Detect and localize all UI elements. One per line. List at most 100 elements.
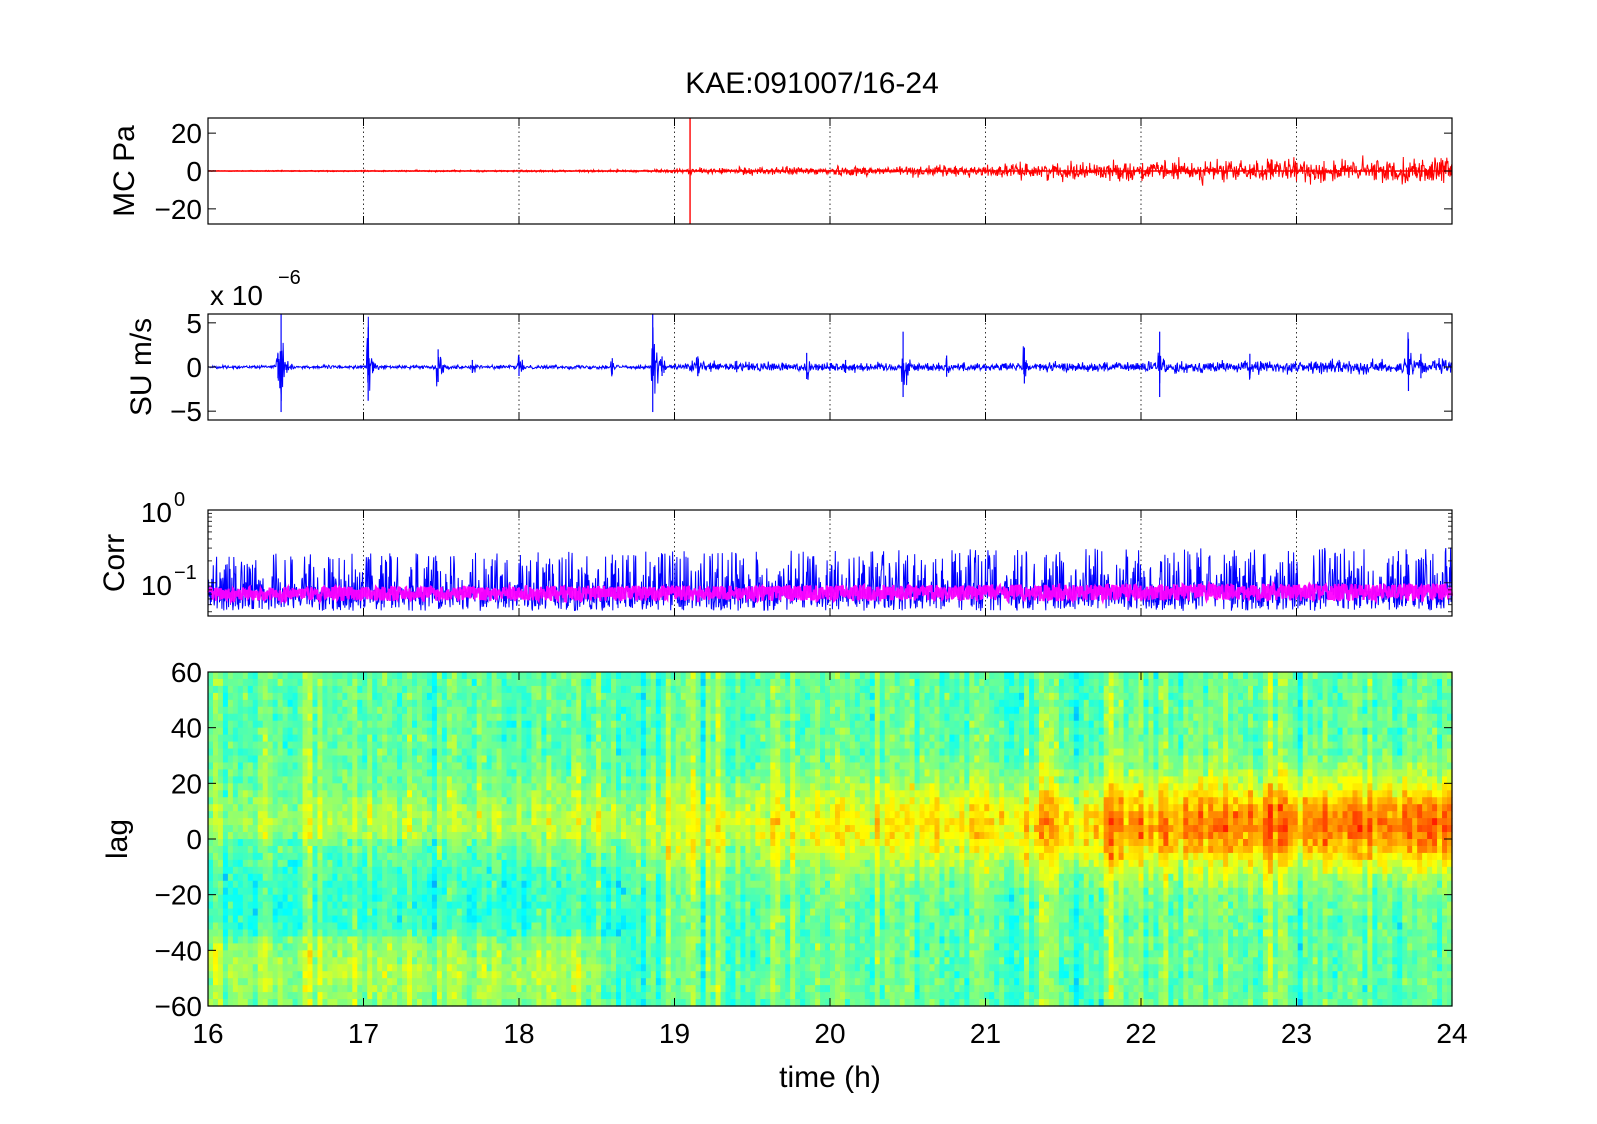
heatmap-cell	[257, 901, 264, 910]
heatmap-cell	[586, 957, 592, 965]
heatmap-cell	[277, 762, 284, 771]
heatmap-cell	[357, 734, 363, 743]
heatmap-cell	[446, 783, 453, 791]
heatmap-cell	[317, 783, 324, 791]
heatmap-cell	[650, 797, 657, 805]
heatmap-cell	[222, 985, 229, 993]
heatmap-cell	[342, 943, 348, 951]
heatmap-cell	[212, 790, 219, 798]
heatmap-cell	[208, 950, 214, 958]
heatmap-cell	[252, 950, 259, 958]
heatmap-cell	[586, 845, 592, 854]
heatmap-cell	[576, 908, 582, 917]
heatmap-cell	[397, 741, 403, 750]
heatmap-cell	[625, 887, 632, 896]
heatmap-cell	[586, 901, 592, 910]
heatmap-cell	[461, 776, 468, 784]
heatmap-cell	[257, 999, 264, 1007]
heatmap-cell	[402, 999, 408, 1007]
heatmap-cell	[247, 804, 254, 812]
heatmap-cell	[357, 915, 363, 924]
heatmap-cell	[352, 811, 358, 819]
heatmap-cell	[232, 887, 239, 896]
heatmap-cell	[451, 811, 458, 819]
chart-title: KAE:091007/16-24	[685, 67, 939, 100]
heatmap-cell	[491, 922, 498, 931]
heatmap-cell	[267, 922, 274, 931]
heatmap-cell	[606, 845, 612, 854]
heatmap-cell	[461, 999, 468, 1007]
heatmap-cell	[237, 818, 244, 826]
heatmap-cell	[317, 818, 324, 826]
heatmap-cell	[586, 992, 592, 1000]
heatmap-cell	[262, 901, 269, 910]
heatmap-cell	[665, 901, 672, 910]
heatmap-cell	[297, 685, 304, 694]
heatmap-cell	[217, 894, 224, 903]
heatmap-cell	[407, 699, 413, 708]
heatmap-cell	[576, 762, 582, 771]
heatmap-cell	[476, 720, 483, 729]
heatmap-cell	[292, 790, 299, 798]
heatmap-cell	[237, 936, 244, 944]
heatmap-cell	[576, 818, 582, 826]
heatmap-cell	[217, 936, 224, 944]
heatmap-cell	[362, 887, 368, 896]
heatmap-cell	[441, 783, 448, 791]
heatmap-cell	[596, 790, 602, 798]
heatmap-cell	[421, 880, 428, 889]
heatmap-cell	[441, 880, 448, 889]
heatmap-cell	[571, 811, 577, 819]
heatmap-cell	[267, 762, 274, 771]
heatmap-cell	[441, 873, 448, 882]
heatmap-cell	[501, 859, 508, 868]
heatmap-cell	[257, 943, 264, 951]
heatmap-cell	[481, 929, 488, 938]
heatmap-cell	[561, 887, 567, 896]
heatmap-cell	[501, 748, 508, 757]
heatmap-cell	[501, 769, 508, 777]
heatmap-cell	[402, 783, 408, 791]
heatmap-cell	[700, 672, 707, 680]
heatmap-cell	[257, 873, 264, 882]
heatmap-cell	[531, 845, 538, 854]
heatmap-cell	[347, 922, 353, 931]
heatmap-cell	[566, 866, 572, 875]
heatmap-cell	[655, 797, 662, 805]
heatmap-cell	[242, 887, 249, 896]
heatmap-cell	[685, 985, 692, 993]
heatmap-cell	[446, 908, 453, 917]
heatmap-cell	[660, 887, 667, 896]
heatmap-cell	[685, 699, 692, 708]
heatmap-cell	[362, 685, 368, 694]
heatmap-cell	[601, 957, 607, 965]
heatmap-cell	[227, 811, 234, 819]
heatmap-cell	[655, 741, 662, 750]
heatmap-cell	[282, 887, 289, 896]
heatmap-cell	[217, 776, 224, 784]
heatmap-cell	[297, 922, 304, 931]
heatmap-cell	[337, 908, 343, 917]
heatmap-cell	[307, 887, 314, 896]
heatmap-cell	[297, 866, 304, 875]
heatmap-cell	[531, 929, 538, 938]
heatmap-cell	[431, 818, 438, 826]
heatmap-cell	[397, 706, 403, 715]
heatmap-cell	[292, 936, 299, 944]
heatmap-cell	[307, 957, 314, 965]
heatmap-cell	[232, 776, 239, 784]
heatmap-cell	[511, 741, 518, 750]
heatmap-cell	[611, 915, 617, 924]
heatmap-cell	[546, 999, 552, 1007]
heatmap-cell	[232, 971, 239, 979]
heatmap-cell	[496, 804, 503, 812]
heatmap-cell	[277, 901, 284, 910]
heatmap-cell	[362, 985, 368, 993]
heatmap-cell	[287, 929, 294, 938]
heatmap-cell	[237, 804, 244, 812]
heatmap-cell	[685, 734, 692, 743]
heatmap-cell	[297, 852, 304, 861]
heatmap-cell	[317, 672, 324, 680]
heatmap-cell	[650, 685, 657, 694]
